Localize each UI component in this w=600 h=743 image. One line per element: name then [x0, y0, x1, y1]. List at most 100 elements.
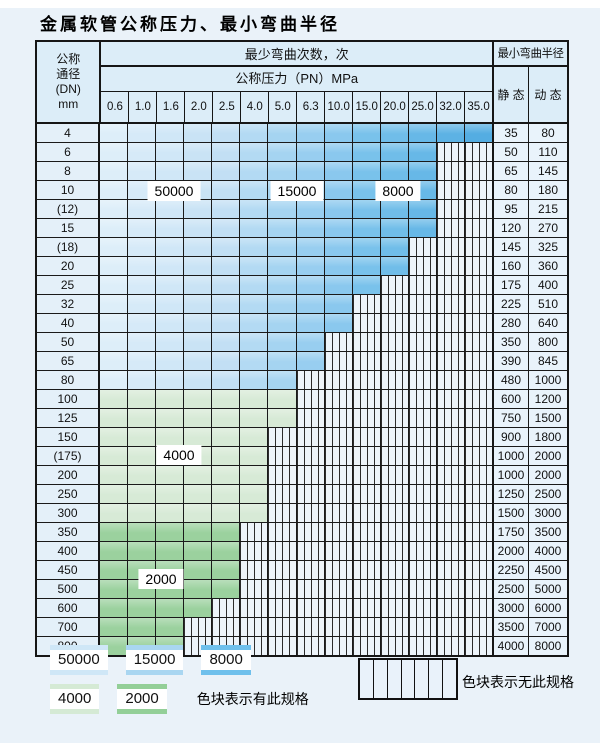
grid-cell	[100, 276, 129, 294]
pressure-column-header: 6.3	[297, 92, 326, 122]
grid-cell	[268, 371, 297, 389]
grid-cell	[408, 143, 437, 161]
grid-cell	[212, 371, 241, 389]
grid-cell	[240, 295, 269, 313]
grid-cell	[380, 447, 409, 465]
grid-cell	[380, 599, 409, 617]
grid-cell	[408, 523, 437, 541]
grid-cell	[268, 637, 297, 655]
grid-cell	[184, 466, 213, 484]
static-value-cell: 65	[494, 162, 529, 180]
grid-cell	[324, 409, 353, 427]
dynamic-value-cell: 3000	[529, 504, 567, 522]
grid-cell	[296, 162, 325, 180]
grid-cell	[212, 618, 241, 636]
legend-no-spec-text: 色块表示无此规格	[462, 674, 574, 690]
pressure-column-header: 4.0	[241, 92, 270, 122]
grid-cell	[408, 333, 437, 351]
grid-cell	[380, 219, 409, 237]
grid-cell	[352, 466, 381, 484]
table-body: 4 35 80 6 50 110 8 65 145 10 80 180 (12) 95 215 15 120 27…	[37, 124, 567, 655]
grid-cell	[436, 238, 466, 256]
grid-cell	[465, 580, 493, 598]
grid-cell	[465, 352, 493, 370]
dn-cell: 20	[37, 257, 100, 275]
dynamic-value-cell: 640	[529, 314, 567, 332]
grid-cell	[380, 295, 409, 313]
grid-cell	[324, 371, 353, 389]
grid-cell	[296, 314, 325, 332]
legend-no-spec-swatch	[358, 658, 458, 700]
grid-cell	[212, 181, 241, 199]
dn-cell: 400	[37, 542, 100, 560]
grid-cell	[380, 618, 409, 636]
grid-cell	[184, 523, 213, 541]
pressure-cells	[100, 618, 494, 636]
grid-cell	[156, 599, 185, 617]
grid-cell	[240, 371, 269, 389]
grid-cell	[240, 447, 269, 465]
pressure-cells	[100, 295, 494, 313]
legend-block-label: 2000	[117, 689, 167, 709]
grid-cell	[100, 618, 129, 636]
grid-cell	[240, 314, 269, 332]
grid-cell	[128, 162, 157, 180]
grid-cell	[352, 580, 381, 598]
grid-cell	[380, 276, 409, 294]
grid-cell	[352, 485, 381, 503]
table-row: 80 480 1000	[37, 371, 567, 390]
table-row: 700 3500 7000	[37, 618, 567, 637]
grid-cell	[184, 371, 213, 389]
grid-cell	[296, 333, 325, 351]
grid-cell	[212, 466, 241, 484]
table-row: 80040008000	[37, 637, 567, 655]
pressure-column-header: 0.6	[101, 92, 130, 122]
grid-cell	[352, 637, 381, 655]
grid-cell	[296, 390, 325, 408]
grid-cell	[436, 428, 466, 446]
grid-cell	[184, 238, 213, 256]
grid-cell	[128, 219, 157, 237]
dynamic-value-cell: 2000	[529, 466, 567, 484]
pressure-cells	[100, 371, 494, 389]
grid-cell	[212, 162, 241, 180]
dn-cell: (12)	[37, 200, 100, 218]
table-row: 15 120 270	[37, 219, 567, 238]
dn-cell: 65	[37, 352, 100, 370]
dynamic-value-cell: 5000	[529, 580, 567, 598]
pressure-column-header: 20.0	[381, 92, 410, 122]
table-row: 300 1500 3000	[37, 504, 567, 523]
static-value-cell: 4000	[494, 637, 529, 655]
static-value-cell: 1000	[494, 447, 529, 465]
grid-cell	[380, 409, 409, 427]
grid-cell	[240, 390, 269, 408]
grid-cell	[324, 618, 353, 636]
table-row: 32 225 510	[37, 295, 567, 314]
grid-cell	[324, 219, 353, 237]
table-row: (12) 95 215	[37, 200, 567, 219]
grid-cell	[465, 599, 493, 617]
grid-cell	[380, 485, 409, 503]
grid-cell	[324, 542, 353, 560]
grid-cell	[324, 181, 353, 199]
grid-cell	[100, 428, 129, 446]
grid-cell	[465, 333, 493, 351]
grid-cell	[465, 200, 493, 218]
grid-cell	[408, 200, 437, 218]
grid-cell	[465, 295, 493, 313]
grid-cell	[240, 504, 269, 522]
grid-cell	[352, 390, 381, 408]
grid-cell	[100, 124, 129, 142]
grid-cell	[408, 390, 437, 408]
grid-cell	[100, 542, 129, 560]
grid-cell	[324, 523, 353, 541]
grid-cell	[324, 599, 353, 617]
grid-cell	[408, 409, 437, 427]
grid-cell	[184, 390, 213, 408]
hatch-sample-cell	[402, 660, 416, 698]
pressure-cells	[100, 485, 494, 503]
grid-cell	[436, 276, 466, 294]
grid-cell	[268, 124, 297, 142]
grid-cell	[296, 542, 325, 560]
grid-cell	[156, 295, 185, 313]
